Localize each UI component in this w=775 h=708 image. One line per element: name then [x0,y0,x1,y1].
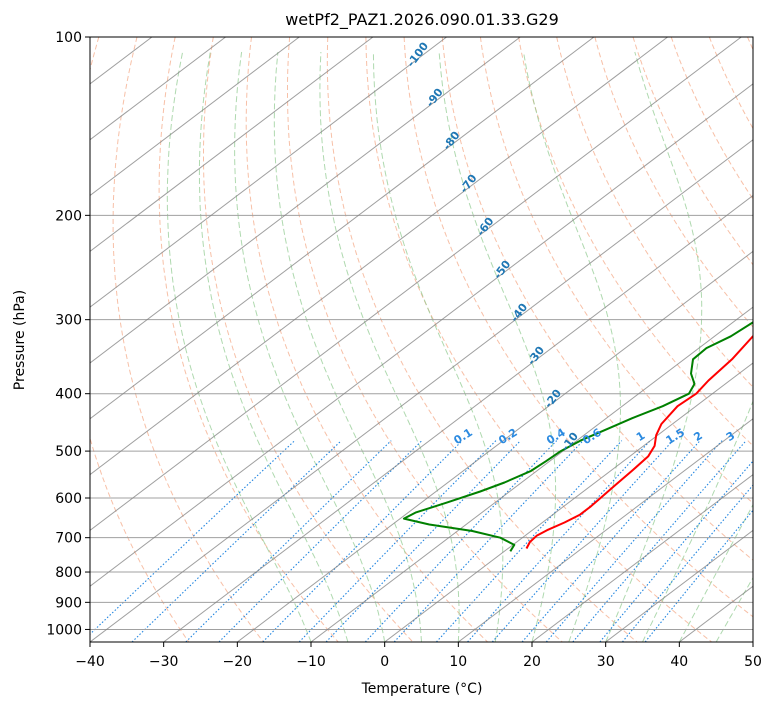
x-tick-label: 40 [670,654,688,670]
moist-adiabat-line [234,51,386,642]
y-tick-label: 600 [55,491,82,507]
x-tick-label: 10 [449,654,467,670]
mixing-ratio-line [545,440,723,642]
x-tick-label: −40 [75,654,105,670]
y-tick-label: 1000 [46,622,82,638]
moist-adiabat-line [198,51,349,642]
y-tick-label: 800 [55,565,82,581]
y-tick-label: 700 [55,531,82,547]
dry-adiabat-line [594,37,753,328]
isotherm-line [531,473,753,642]
x-tick-label: 0 [380,654,389,670]
mixing-ratio-line [621,484,753,642]
dry-adiabat-line [287,37,563,642]
dry-adiabat-line [632,37,753,266]
mixing-ratio-line [185,440,392,642]
isotherm-line [90,37,226,141]
isotherm-line [163,194,753,642]
isotherm-line [90,37,595,420]
isotherm-line [384,362,753,642]
isotherm-line [90,37,447,308]
dry-adiabat-line [203,37,414,642]
sounding-profiles [402,321,753,552]
dry-adiabat-line [326,37,638,642]
isotherm-line [90,83,753,587]
mixing-ratio-line [572,440,747,642]
dry-adiabat-line [365,37,713,642]
moist-adiabat-line [715,576,753,642]
dry-adiabat-line [112,37,264,642]
mixing-ratio-line [90,440,296,635]
x-tick-label: −30 [149,654,179,670]
x-tick-label: −20 [223,654,253,670]
dry-adiabat-line [158,37,339,642]
isotherm-line [310,306,753,642]
isotherm-line [237,250,753,642]
y-tick-label: 400 [55,387,82,403]
plot-frame [89,36,754,643]
isotherm-line [90,37,374,252]
x-tick-label: 50 [744,654,762,670]
moist-adiabat-line [678,503,753,642]
y-tick-label: 500 [55,444,82,460]
mixing-ratio-line [599,460,753,642]
isotherm-line [458,418,753,642]
mixing-ratio-line [467,440,651,642]
mixing-ratio-line [262,440,463,642]
moist-adiabat-line [372,51,504,642]
y-tick-label: 200 [55,208,82,224]
moist-adiabat-line [273,51,422,642]
moist-adiabat-line [523,51,622,642]
isotherm-line [90,139,753,642]
mixing-ratio-line [131,440,342,642]
mixing-ratio-line [491,440,674,642]
dry-adiabat-line [518,37,753,447]
x-tick-label: 20 [523,654,541,670]
y-tick-label: 100 [55,30,82,46]
dry-adiabat-line [441,37,753,561]
chart-title: wetPf2_PAZ1.2026.090.01.33.G29 [285,10,559,30]
y-axis-label: Pressure (hPa) [12,290,28,390]
x-tick-label: −10 [296,654,326,670]
mixing-ratio-line [325,440,521,642]
moist-adiabat-line [642,399,753,642]
isotherm-line [90,37,742,532]
y-tick-label: 300 [55,313,82,329]
isotherm-line [90,37,668,476]
moist-adiabat-line [438,51,557,642]
mixing-ratio-line [644,509,753,642]
moist-adiabat-line [605,51,703,642]
dry-adiabat-line [556,37,753,388]
background-lines [90,37,753,642]
mixing-ratio-line [298,440,497,642]
temperature-profile [525,334,753,549]
y-tick-label: 900 [55,595,82,611]
isotherm-line [90,37,300,197]
isotherm-line [90,37,521,364]
x-tick-label: 30 [597,654,615,670]
isotherm-line [605,529,753,642]
mixing-ratio-line [435,440,623,642]
moist-adiabat-line [319,51,460,642]
mixing-ratio-line [521,440,701,642]
dewpoint-profile [402,321,753,552]
x-axis-label: Temperature (°C) [361,681,483,697]
dry-adiabat-line [479,37,753,504]
